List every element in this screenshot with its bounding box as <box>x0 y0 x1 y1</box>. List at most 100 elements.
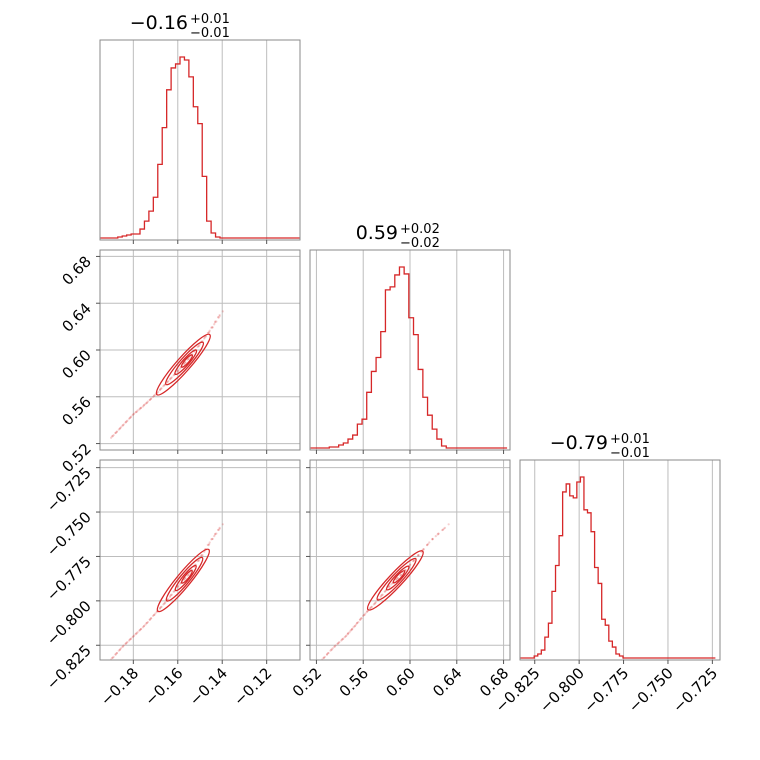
sample-point <box>388 585 391 588</box>
sample-point <box>357 620 360 624</box>
sample-point <box>170 593 173 596</box>
sample-point <box>416 554 420 557</box>
sample-point <box>409 563 412 566</box>
x-tick-label: −0.775 <box>580 664 632 716</box>
sample-point <box>217 528 220 532</box>
sample-point <box>197 344 200 347</box>
sample-point <box>183 578 186 581</box>
contour-level <box>155 333 211 396</box>
sample-point <box>167 380 170 383</box>
sample-point <box>119 426 123 429</box>
sample-point <box>131 635 134 639</box>
sample-point <box>388 585 391 588</box>
sample-point <box>186 358 189 361</box>
sample-point <box>200 554 203 557</box>
sample-point <box>354 623 358 626</box>
sample-point <box>153 613 156 617</box>
x-tick-label: 0.56 <box>336 664 372 700</box>
sample-point <box>153 613 156 616</box>
sample-point <box>168 378 171 381</box>
title-median: −0.16 <box>130 12 188 34</box>
x-tick-label: −0.14 <box>186 664 231 709</box>
sample-point <box>363 613 366 616</box>
panel-scatter-1-2 <box>96 249 301 454</box>
sample-point <box>327 651 330 655</box>
sample-point <box>187 357 190 360</box>
sample-point <box>151 395 155 398</box>
sample-point <box>348 631 351 634</box>
sample-point <box>166 380 169 383</box>
sample-point <box>143 403 146 407</box>
sample-point <box>353 625 356 628</box>
histogram-step-2 <box>310 266 508 449</box>
sample-point <box>343 635 346 639</box>
sample-point <box>167 598 170 601</box>
sample-point <box>187 573 190 576</box>
sample-point <box>400 573 403 576</box>
sample-point <box>145 401 148 404</box>
sample-point <box>437 532 440 535</box>
title-minus: −0.02 <box>400 236 440 251</box>
sample-point <box>126 640 129 644</box>
sample-point <box>322 656 325 659</box>
sample-point <box>215 320 218 323</box>
sample-point <box>132 634 136 637</box>
sample-point <box>336 642 339 645</box>
sample-point <box>117 649 120 652</box>
sample-point <box>170 376 173 379</box>
contour-level <box>174 349 198 376</box>
sample-point <box>188 571 191 574</box>
sample-point <box>380 593 383 597</box>
sample-point <box>111 435 114 438</box>
sample-point <box>132 413 135 416</box>
sample-point <box>129 416 132 419</box>
sample-point <box>342 637 345 640</box>
sample-point <box>160 387 163 390</box>
sample-point <box>146 400 149 403</box>
sample-point <box>442 527 445 530</box>
sample-point <box>369 607 372 610</box>
sample-point <box>177 369 180 372</box>
sample-point <box>364 612 367 615</box>
sample-point <box>203 337 206 340</box>
sample-point <box>178 583 181 586</box>
contour-level <box>376 557 417 601</box>
x-tick-label: −0.18 <box>97 664 142 709</box>
contour-level <box>165 556 204 602</box>
sample-point <box>112 655 115 658</box>
sample-point <box>365 610 369 613</box>
x-tick-label: 0.60 <box>382 664 418 700</box>
sample-point <box>333 645 336 648</box>
sample-point <box>135 632 138 635</box>
sample-point <box>352 626 355 629</box>
sample-point <box>138 629 141 632</box>
sample-point <box>431 537 434 540</box>
sample-point <box>115 430 118 433</box>
x-tick-label: −0.16 <box>141 664 186 709</box>
sample-point <box>218 526 221 529</box>
sample-point <box>112 434 115 437</box>
sample-point <box>350 628 353 632</box>
sample-point <box>128 639 131 642</box>
sample-point <box>325 653 329 656</box>
sample-point <box>114 653 117 656</box>
y-tick-label: 0.60 <box>58 346 94 382</box>
sample-point <box>169 377 172 380</box>
sample-point <box>158 606 162 610</box>
title-plus: +0.02 <box>400 222 440 237</box>
sample-point <box>370 605 373 608</box>
sample-point <box>347 632 350 635</box>
sample-point <box>172 590 175 593</box>
sample-point <box>148 618 151 621</box>
sample-point <box>136 409 139 412</box>
sample-point <box>358 618 362 621</box>
sample-point <box>409 563 412 567</box>
sample-point <box>172 374 175 377</box>
sample-point <box>128 638 132 641</box>
title-plus: +0.01 <box>190 12 230 27</box>
title-plus: +0.01 <box>610 432 650 447</box>
sample-point <box>211 537 214 540</box>
sample-point <box>173 590 176 593</box>
sample-point <box>327 652 330 655</box>
sample-point <box>139 406 142 409</box>
